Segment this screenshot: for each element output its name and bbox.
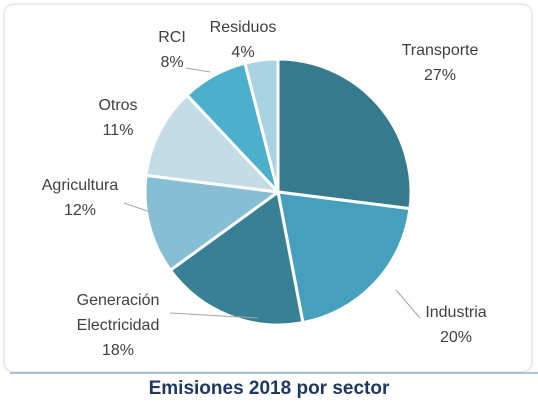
pie-slice bbox=[243, 57, 280, 193]
value-label: 12% bbox=[63, 202, 97, 219]
leader-line bbox=[395, 289, 421, 319]
category-label: RCI bbox=[158, 29, 186, 46]
leader-line bbox=[123, 202, 151, 213]
value-label: 8% bbox=[160, 54, 184, 71]
data-label: Transporte 27% bbox=[402, 38, 479, 88]
category-label: Industria bbox=[425, 304, 487, 321]
pie-slice bbox=[276, 190, 412, 325]
pie bbox=[143, 57, 413, 327]
leader-line bbox=[185, 67, 211, 73]
category-label: Generación Electricidad bbox=[76, 292, 160, 334]
data-label: Otros 11% bbox=[98, 93, 137, 143]
value-label: 4% bbox=[231, 44, 255, 61]
data-label: RCI 8% bbox=[158, 25, 186, 75]
pie-slice bbox=[144, 92, 282, 195]
leader-line bbox=[169, 312, 259, 319]
data-label: Residuos 4% bbox=[210, 15, 277, 65]
value-label: 11% bbox=[102, 122, 134, 139]
pie-slice bbox=[276, 57, 413, 211]
pie-slice bbox=[143, 173, 282, 273]
category-label: Transporte bbox=[401, 42, 479, 59]
frame bbox=[3, 3, 533, 373]
data-label: Industria 20% bbox=[425, 300, 486, 350]
pie-slice bbox=[168, 189, 305, 327]
chart-title: Emisiones 2018 por sector bbox=[148, 378, 390, 399]
category-label: Otros bbox=[98, 97, 138, 114]
category-label: Residuos bbox=[209, 19, 277, 36]
value-label: 27% bbox=[423, 67, 457, 84]
category-label: Agricultura bbox=[41, 177, 119, 194]
data-label: Agricultura 12% bbox=[42, 173, 118, 223]
value-label: 18% bbox=[101, 342, 135, 359]
value-label: 20% bbox=[439, 329, 473, 346]
data-label: Generación Electricidad 18% bbox=[62, 288, 174, 363]
